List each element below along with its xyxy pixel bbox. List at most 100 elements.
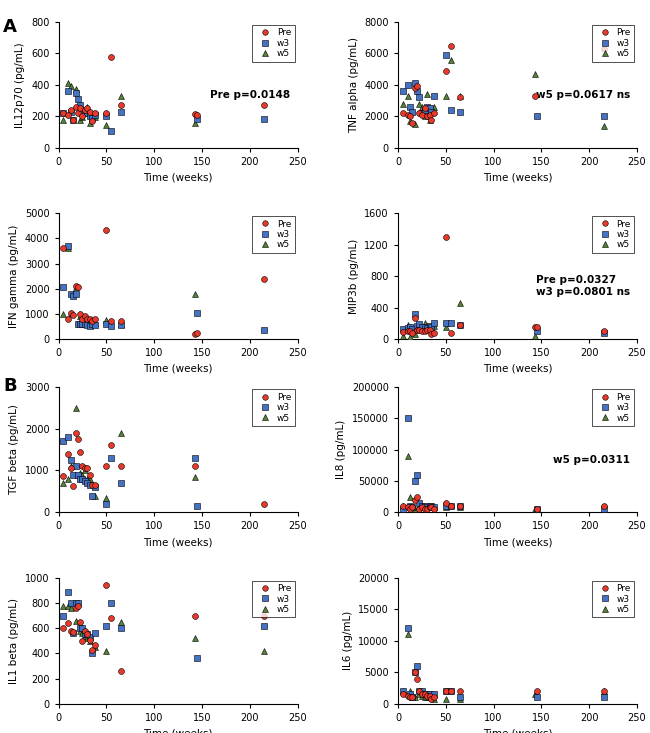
Point	[58, 308, 68, 320]
Point	[85, 313, 96, 325]
Point	[70, 597, 81, 609]
Point	[190, 117, 200, 129]
Point	[405, 115, 415, 127]
Point	[116, 320, 126, 331]
Point	[455, 92, 465, 103]
Point	[419, 111, 430, 122]
Point	[455, 320, 465, 331]
Point	[101, 107, 112, 119]
Y-axis label: MIP3b (pg/mL): MIP3b (pg/mL)	[349, 238, 359, 314]
Point	[72, 433, 83, 445]
Point	[85, 473, 96, 485]
Point	[417, 501, 427, 512]
Point	[101, 318, 112, 330]
Point	[421, 320, 432, 332]
Point	[410, 82, 421, 94]
Point	[77, 312, 88, 323]
Point	[445, 54, 456, 65]
Point	[190, 108, 200, 120]
Point	[455, 501, 465, 512]
Point	[72, 469, 83, 481]
Point	[101, 224, 112, 235]
Point	[426, 106, 437, 117]
Point	[58, 281, 68, 293]
Point	[599, 325, 609, 337]
Point	[414, 92, 424, 103]
Point	[72, 597, 83, 609]
Point	[455, 501, 465, 512]
Point	[405, 101, 415, 113]
Point	[85, 635, 96, 647]
Point	[532, 111, 542, 122]
Point	[72, 93, 83, 105]
Point	[70, 101, 81, 113]
Point	[417, 101, 427, 113]
Point	[86, 644, 97, 655]
Point	[66, 307, 76, 319]
Point	[530, 90, 540, 102]
Point	[77, 635, 88, 647]
Point	[70, 615, 81, 627]
Point	[85, 106, 96, 117]
Y-axis label: IFN gamma (pg/mL): IFN gamma (pg/mL)	[9, 224, 20, 328]
Point	[82, 316, 92, 328]
Point	[419, 501, 430, 513]
Point	[417, 688, 427, 700]
Point	[412, 491, 423, 503]
Point	[398, 330, 408, 342]
Point	[63, 85, 73, 97]
Point	[192, 652, 202, 664]
Point	[405, 685, 415, 697]
Point	[85, 320, 96, 332]
Point	[417, 107, 427, 119]
Point	[414, 501, 424, 512]
Point	[532, 685, 542, 697]
Point	[429, 693, 439, 704]
Point	[417, 321, 427, 333]
Point	[414, 685, 424, 697]
Point	[74, 103, 85, 114]
Point	[70, 603, 81, 614]
Point	[90, 109, 100, 121]
Point	[412, 660, 423, 672]
X-axis label: Time (weeks): Time (weeks)	[483, 364, 552, 374]
Point	[421, 322, 432, 334]
Point	[599, 501, 609, 512]
Point	[77, 313, 88, 325]
Point	[68, 290, 78, 302]
Point	[455, 691, 465, 703]
X-axis label: Time (weeks): Time (weeks)	[483, 172, 552, 183]
Point	[441, 90, 451, 102]
Point	[417, 325, 427, 337]
Point	[414, 685, 424, 697]
Point	[414, 325, 424, 336]
X-axis label: Time (weeks): Time (weeks)	[483, 537, 552, 547]
Point	[68, 114, 78, 125]
Point	[66, 307, 76, 319]
Point	[101, 119, 112, 131]
Point	[101, 498, 112, 510]
Point	[410, 312, 421, 324]
Point	[424, 691, 435, 703]
Point	[429, 328, 439, 339]
Point	[74, 100, 85, 111]
Point	[63, 109, 73, 121]
Point	[70, 460, 81, 472]
Point	[259, 273, 269, 284]
Point	[417, 323, 427, 334]
Point	[72, 281, 83, 293]
Point	[407, 106, 417, 117]
Point	[424, 501, 435, 513]
Point	[63, 431, 73, 443]
Point	[80, 107, 90, 119]
Point	[74, 622, 85, 634]
Point	[407, 691, 417, 703]
Point	[116, 622, 126, 634]
Point	[417, 501, 427, 513]
Point	[85, 111, 96, 122]
Point	[66, 104, 76, 116]
Point	[530, 68, 540, 80]
Point	[90, 320, 100, 331]
Point	[190, 288, 200, 300]
Point	[532, 504, 542, 515]
